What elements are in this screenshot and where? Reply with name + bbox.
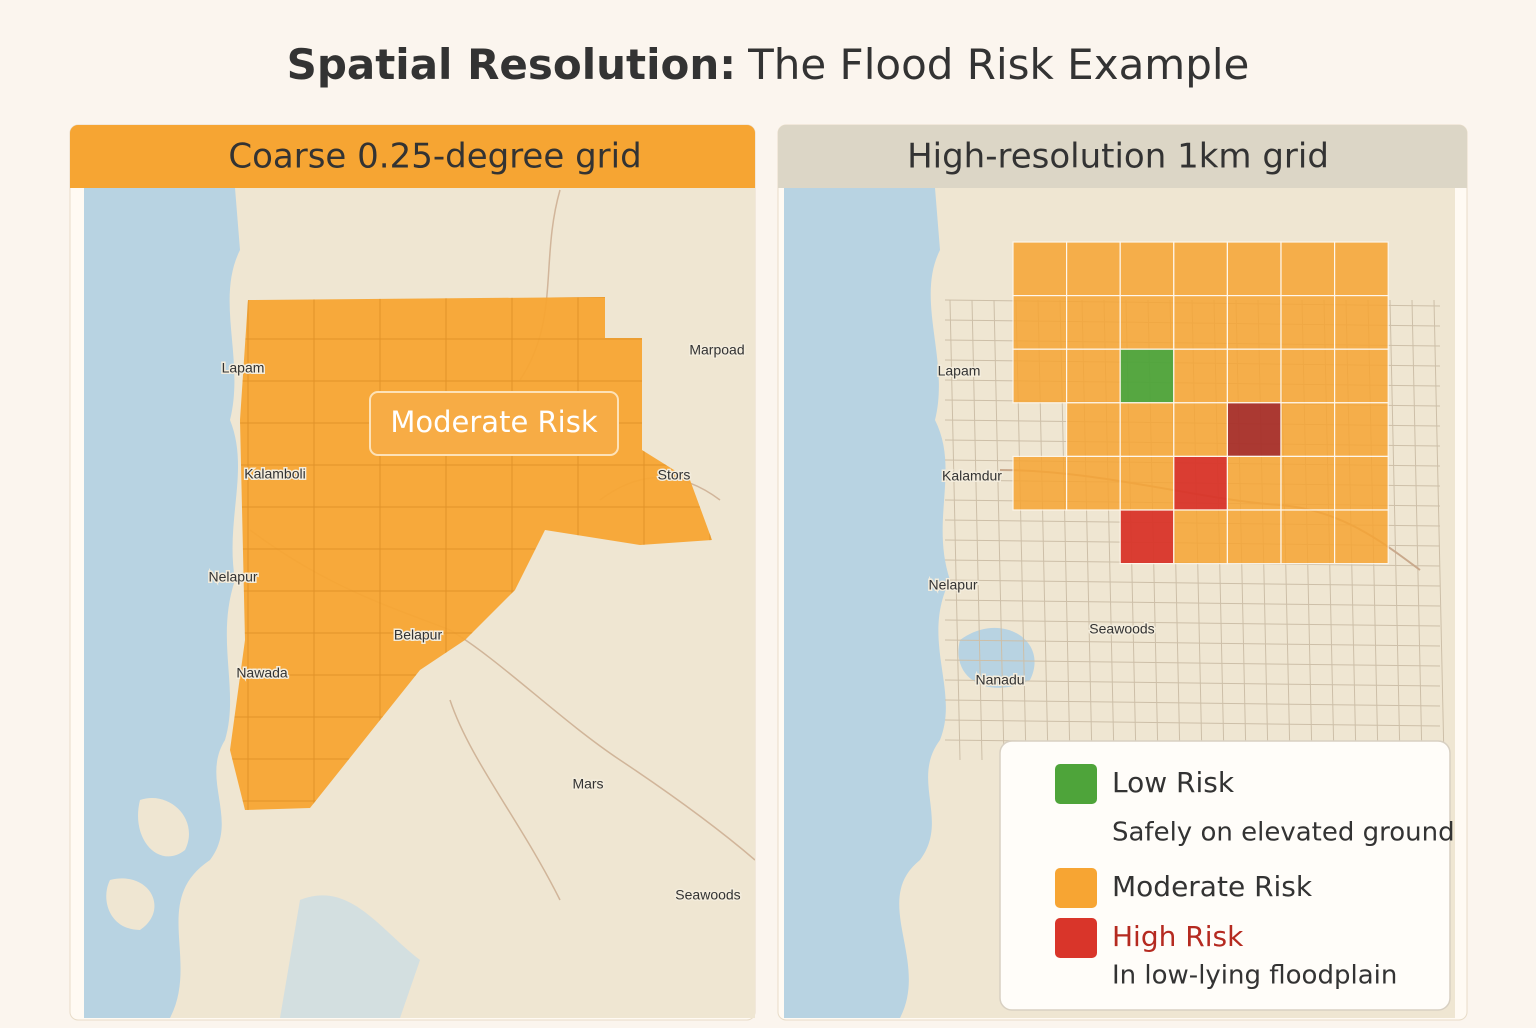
- grid-cell: [1226, 509, 1282, 565]
- legend-swatch: [1055, 918, 1097, 958]
- legend-note: Safely on elevated ground: [1112, 818, 1455, 848]
- place-label: Kalamboli: [244, 466, 305, 482]
- grid-cell: [1012, 455, 1068, 511]
- callout-box: [369, 391, 619, 456]
- place-label: Nelapur: [928, 577, 977, 593]
- grid-cell: [1226, 402, 1282, 457]
- street: [993, 299, 1005, 761]
- grid-cell: [1280, 509, 1336, 565]
- street: [1433, 299, 1445, 761]
- legend-label: Low Risk: [1112, 766, 1235, 799]
- grid-cell: [1280, 455, 1336, 511]
- street: [944, 619, 1441, 627]
- grid-cell: [1226, 241, 1282, 297]
- grid-cell: [1333, 509, 1389, 565]
- street: [944, 579, 1441, 587]
- panel-header-band: [70, 125, 755, 188]
- place-label: Lapam: [222, 360, 265, 376]
- place-label: Mars: [572, 776, 603, 792]
- grid-cell: [1333, 455, 1389, 511]
- grid-cell: [1119, 348, 1175, 404]
- grid-cell: [1173, 295, 1229, 350]
- street: [944, 679, 1441, 687]
- grid-cell: [1065, 348, 1121, 404]
- panel-header: Coarse 0.25-degree grid: [228, 137, 641, 177]
- grid-cell: [1333, 402, 1389, 457]
- grid-cell: [1173, 241, 1229, 297]
- street: [944, 599, 1441, 607]
- grid-cell: [1280, 295, 1336, 350]
- grid-cell: [1226, 348, 1282, 404]
- place-label: Stors: [658, 467, 691, 483]
- coarse-panel: Coarse 0.25-degree grid Moderate Risk La…: [69, 124, 756, 1021]
- panel-header: High-resolution 1km grid: [907, 137, 1329, 177]
- title-bold: Spatial Resolution:: [287, 40, 737, 89]
- grid-cell: [1173, 402, 1229, 457]
- street: [944, 719, 1441, 727]
- street: [949, 299, 961, 761]
- callout-label: Moderate Risk: [390, 405, 597, 439]
- grid-cell: [1173, 348, 1229, 404]
- grid-cell: [1012, 241, 1068, 297]
- street: [944, 639, 1441, 647]
- grid-cell: [1065, 295, 1121, 350]
- title-rest: The Flood Risk Example: [747, 40, 1249, 89]
- street: [1389, 299, 1401, 761]
- grid-cell: [1280, 241, 1336, 297]
- grid-cell: [1173, 509, 1229, 565]
- street: [971, 299, 983, 761]
- legend-note: In low-lying floodplain: [1112, 961, 1397, 991]
- grid-cell: [1065, 402, 1121, 457]
- place-label: Nawada: [236, 665, 288, 681]
- legend-label: High Risk: [1112, 920, 1244, 953]
- legend-box: [999, 740, 1451, 1011]
- grid-cell: [1119, 241, 1175, 297]
- legend-swatch: [1055, 764, 1097, 804]
- grid-cell: [1119, 295, 1175, 350]
- place-label: Nanadu: [975, 672, 1024, 688]
- grid-cell: [1119, 509, 1175, 565]
- street: [1411, 299, 1423, 761]
- grid-cell: [1280, 402, 1336, 457]
- place-label: Nelapur: [208, 569, 257, 585]
- grid-cell: [1012, 348, 1068, 404]
- grid-cell: [1280, 348, 1336, 404]
- grid-cell: [1226, 295, 1282, 350]
- place-label: Seawoods: [1089, 621, 1154, 637]
- grid-cell: [1065, 455, 1121, 511]
- place-label: Marpoad: [689, 342, 744, 358]
- grid-cell: [1173, 455, 1229, 511]
- grid-cell: [1119, 402, 1175, 457]
- fine-panel: High-resolution 1km grid Lapam Kalamdur Ne…: [777, 124, 1468, 1021]
- street: [944, 659, 1441, 667]
- grid-cell: [1333, 348, 1389, 404]
- grid-cell: [1119, 455, 1175, 511]
- place-label: Kalamdur: [942, 468, 1002, 484]
- map: [84, 188, 755, 1018]
- place-label: Lapam: [938, 363, 981, 379]
- grid-cell: [1333, 241, 1389, 297]
- page-title: Spatial Resolution: The Flood Risk Exampl…: [287, 40, 1250, 89]
- legend-swatch: [1055, 868, 1097, 908]
- grid-cell: [1065, 241, 1121, 297]
- grid-cell: [1012, 295, 1068, 350]
- place-label: Seawoods: [675, 887, 740, 903]
- grid-cell: [1333, 295, 1389, 350]
- street: [944, 699, 1441, 707]
- legend-label: Moderate Risk: [1112, 870, 1313, 903]
- panel-header-band: [778, 125, 1467, 188]
- place-label: Belapur: [394, 627, 443, 643]
- grid-cell: [1226, 455, 1282, 511]
